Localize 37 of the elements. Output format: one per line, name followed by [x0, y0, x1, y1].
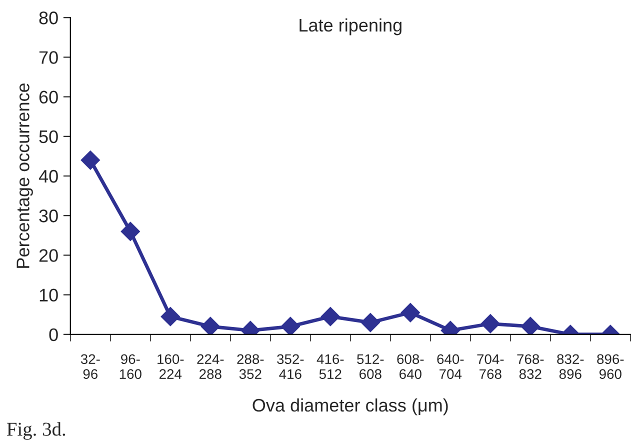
y-tick-label: 30	[39, 210, 58, 222]
point	[320, 307, 340, 326]
x-tick-label: 288- 352	[237, 354, 264, 380]
y-tick-label: 40	[38, 170, 58, 183]
x-tick-label: 768- 832	[517, 354, 544, 380]
x-tick-label: 352- 416	[277, 354, 304, 380]
x-axis-title: Ova diameter class (μm)	[252, 398, 448, 416]
point	[160, 307, 180, 326]
x-tick-label: 224- 288	[197, 354, 224, 380]
point	[200, 316, 220, 334]
y-tick-label: 60	[39, 90, 58, 104]
x-tick-label: 832- 896	[557, 354, 584, 380]
y-tick-label: 20	[39, 249, 58, 262]
point	[480, 314, 500, 334]
point	[400, 303, 420, 322]
y-axis-title: Percentage occurrence	[16, 83, 33, 268]
x-tick-label: 160- 224	[158, 354, 184, 379]
y-tick-label: 10	[40, 288, 58, 302]
point	[280, 316, 300, 334]
x-tick-label: 608- 640	[397, 354, 424, 380]
point	[80, 150, 100, 170]
y-tick-label: 70	[39, 51, 58, 64]
x-tick-label: 32- 96	[80, 354, 100, 380]
y-tick-label: 0	[49, 328, 58, 342]
chart-title: Late ripening	[300, 18, 402, 36]
point	[120, 222, 140, 241]
point	[520, 316, 540, 334]
x-tick-label: 416- 512	[316, 354, 344, 380]
x-tick-label: 512- 608	[357, 354, 384, 380]
x-tick-label: 96- 160	[120, 354, 142, 380]
x-tick-label: 704- 768	[477, 354, 504, 380]
x-tick-label: 640- 704	[437, 354, 464, 380]
point	[360, 312, 380, 332]
x-tick-label: 896- 960	[597, 354, 624, 380]
caption: Fig. 3d.	[6, 422, 66, 440]
y-tick-label: 80	[39, 12, 58, 24]
y-tick-label: 50	[39, 130, 58, 144]
